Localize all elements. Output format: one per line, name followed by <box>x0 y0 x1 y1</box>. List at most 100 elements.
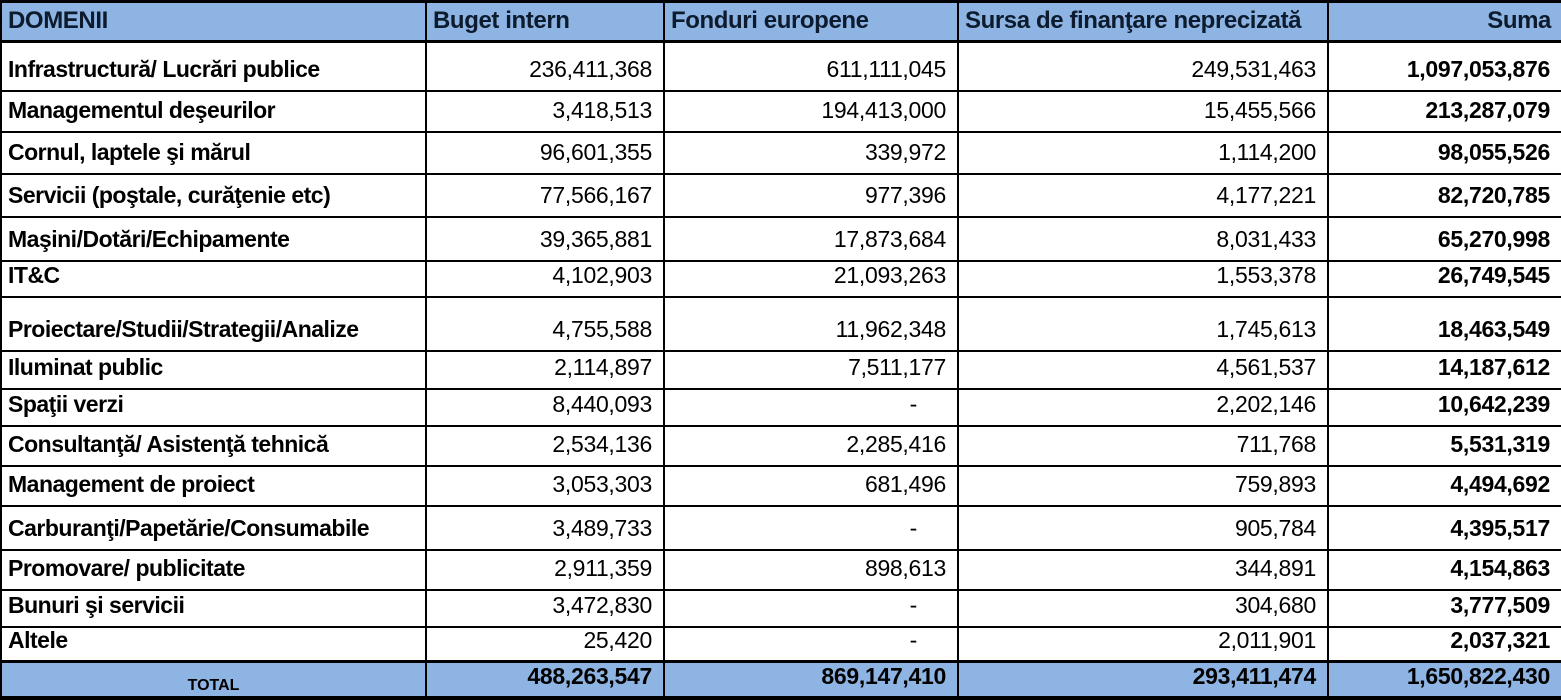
value-cell-fonduri-europene: 977,396 <box>663 172 959 218</box>
total-value-cell-sursa-neprecizata: 293,411,474 <box>957 659 1329 700</box>
column-header-domenii: DOMENII <box>0 0 427 43</box>
value-cell-fonduri-europene: - <box>663 588 959 628</box>
row-label-cell: Maşini/Dotări/Echipamente <box>0 215 427 262</box>
value-cell-buget-intern: 39,365,881 <box>425 215 665 262</box>
table-row: Proiectare/Studii/Strategii/Analize 4,755… <box>0 295 1561 352</box>
table-row: Infrastructură/ Lucrări publice 236,411,3… <box>0 40 1561 92</box>
table-row: Bunuri şi servicii 3,472,830-304,680 3,777… <box>0 588 1561 628</box>
value-cell-fonduri-europene: - <box>663 387 959 427</box>
value-cell-suma: 82,720,785 <box>1327 172 1561 218</box>
total-value-cell-fonduri-europene: 869,147,410 <box>663 659 959 700</box>
table-row: Consultanţă/ Asistenţă tehnică 2,534,136 2… <box>0 424 1561 467</box>
value-cell-buget-intern: 96,601,355 <box>425 130 665 175</box>
value-cell-buget-intern: 3,472,830 <box>425 588 665 628</box>
value-cell-suma: 10,642,239 <box>1327 387 1561 427</box>
value-cell-buget-intern: 3,418,513 <box>425 89 665 133</box>
value-cell-sursa-neprecizata: 1,553,378 <box>957 259 1329 298</box>
value-cell-buget-intern: 77,566,167 <box>425 172 665 218</box>
value-cell-suma: 5,531,319 <box>1327 424 1561 467</box>
row-label-cell: Spaţii verzi <box>0 387 427 427</box>
value-cell-fonduri-europene: 11,962,348 <box>663 295 959 352</box>
value-cell-suma: 213,287,079 <box>1327 89 1561 133</box>
value-cell-suma: 18,463,549 <box>1327 295 1561 352</box>
table-row: Carburanţi/Papetărie/Consumabile 3,489,73… <box>0 504 1561 551</box>
table-row: Maşini/Dotări/Echipamente 39,365,881 17,87… <box>0 215 1561 262</box>
value-cell-sursa-neprecizata: 15,455,566 <box>957 89 1329 133</box>
value-cell-fonduri-europene: 681,496 <box>663 464 959 507</box>
value-cell-sursa-neprecizata: 344,891 <box>957 548 1329 591</box>
table-row: Management de proiect 3,053,303 681,496 759… <box>0 464 1561 507</box>
value-cell-fonduri-europene: 21,093,263 <box>663 259 959 298</box>
column-header-buget-intern: Buget intern <box>425 0 665 43</box>
row-label-cell: Promovare/ publicitate <box>0 548 427 591</box>
total-value-cell-buget-intern: 488,263,547 <box>425 659 665 700</box>
value-cell-suma: 26,749,545 <box>1327 259 1561 298</box>
table-total-row: TOTAL 488,263,547 869,147,410 293,411,474 1,… <box>0 659 1561 700</box>
table-row: Managementul deşeurilor 3,418,513 194,413,… <box>0 89 1561 133</box>
column-header-sursa-neprecizata: Sursa de finanţare neprecizată <box>957 0 1329 43</box>
row-label-cell: Altele <box>0 625 427 663</box>
value-cell-buget-intern: 3,489,733 <box>425 504 665 551</box>
row-label-cell: Cornul, laptele şi mărul <box>0 130 427 175</box>
value-cell-sursa-neprecizata: 711,768 <box>957 424 1329 467</box>
value-cell-buget-intern: 4,755,588 <box>425 295 665 352</box>
value-cell-sursa-neprecizata: 905,784 <box>957 504 1329 551</box>
row-label-cell: Carburanţi/Papetărie/Consumabile <box>0 504 427 551</box>
row-label-cell: Management de proiect <box>0 464 427 507</box>
value-cell-fonduri-europene: - <box>663 504 959 551</box>
value-cell-sursa-neprecizata: 304,680 <box>957 588 1329 628</box>
table-row: IT&C 4,102,903 21,093,263 1,553,378 26,749,5… <box>0 259 1561 298</box>
value-cell-suma: 98,055,526 <box>1327 130 1561 175</box>
value-cell-buget-intern: 2,534,136 <box>425 424 665 467</box>
value-cell-sursa-neprecizata: 1,745,613 <box>957 295 1329 352</box>
table-row: Iluminat public 2,114,897 7,511,177 4,561,5… <box>0 349 1561 390</box>
value-cell-suma: 4,395,517 <box>1327 504 1561 551</box>
row-label-cell: Consultanţă/ Asistenţă tehnică <box>0 424 427 467</box>
value-cell-fonduri-europene: 611,111,045 <box>663 40 959 92</box>
table-header-row: DOMENII Buget intern Fonduri europene Sursa… <box>0 0 1561 43</box>
value-cell-sursa-neprecizata: 249,531,463 <box>957 40 1329 92</box>
value-cell-sursa-neprecizata: 4,561,537 <box>957 349 1329 390</box>
value-cell-fonduri-europene: 339,972 <box>663 130 959 175</box>
value-cell-fonduri-europene: 17,873,684 <box>663 215 959 262</box>
column-header-fonduri-europene: Fonduri europene <box>663 0 959 43</box>
row-label-cell: IT&C <box>0 259 427 298</box>
value-cell-buget-intern: 236,411,368 <box>425 40 665 92</box>
table-row: Altele 25,420-2,011,901 2,037,321 <box>0 625 1561 663</box>
value-cell-sursa-neprecizata: 4,177,221 <box>957 172 1329 218</box>
value-cell-suma: 4,154,863 <box>1327 548 1561 591</box>
value-cell-suma: 14,187,612 <box>1327 349 1561 390</box>
value-cell-fonduri-europene: 898,613 <box>663 548 959 591</box>
value-cell-suma: 65,270,998 <box>1327 215 1561 262</box>
value-cell-suma: 2,037,321 <box>1327 625 1561 663</box>
value-cell-buget-intern: 8,440,093 <box>425 387 665 427</box>
total-value-cell-suma: 1,650,822,430 <box>1327 659 1561 700</box>
row-label-cell: Bunuri şi servicii <box>0 588 427 628</box>
table-row: Spaţii verzi 8,440,093-2,202,146 10,642,23… <box>0 387 1561 427</box>
value-cell-buget-intern: 2,114,897 <box>425 349 665 390</box>
value-cell-suma: 3,777,509 <box>1327 588 1561 628</box>
value-cell-sursa-neprecizata: 2,202,146 <box>957 387 1329 427</box>
column-header-suma: Suma <box>1327 0 1561 43</box>
value-cell-buget-intern: 25,420 <box>425 625 665 663</box>
value-cell-buget-intern: 2,911,359 <box>425 548 665 591</box>
row-label-cell: Infrastructură/ Lucrări publice <box>0 40 427 92</box>
value-cell-suma: 1,097,053,876 <box>1327 40 1561 92</box>
value-cell-sursa-neprecizata: 2,011,901 <box>957 625 1329 663</box>
value-cell-fonduri-europene: 2,285,416 <box>663 424 959 467</box>
row-label-cell: Proiectare/Studii/Strategii/Analize <box>0 295 427 352</box>
value-cell-buget-intern: 4,102,903 <box>425 259 665 298</box>
value-cell-fonduri-europene: 7,511,177 <box>663 349 959 390</box>
table-row: Promovare/ publicitate 2,911,359 898,613 34… <box>0 548 1561 591</box>
row-label-cell: Servicii (poştale, curăţenie etc) <box>0 172 427 218</box>
table-row: Cornul, laptele şi mărul 96,601,355 339,97… <box>0 130 1561 175</box>
value-cell-sursa-neprecizata: 759,893 <box>957 464 1329 507</box>
table-row: Servicii (poştale, curăţenie etc) 77,566,… <box>0 172 1561 218</box>
row-label-cell: Managementul deşeurilor <box>0 89 427 133</box>
total-label-cell: TOTAL <box>0 659 427 700</box>
value-cell-sursa-neprecizata: 1,114,200 <box>957 130 1329 175</box>
value-cell-fonduri-europene: 194,413,000 <box>663 89 959 133</box>
value-cell-buget-intern: 3,053,303 <box>425 464 665 507</box>
